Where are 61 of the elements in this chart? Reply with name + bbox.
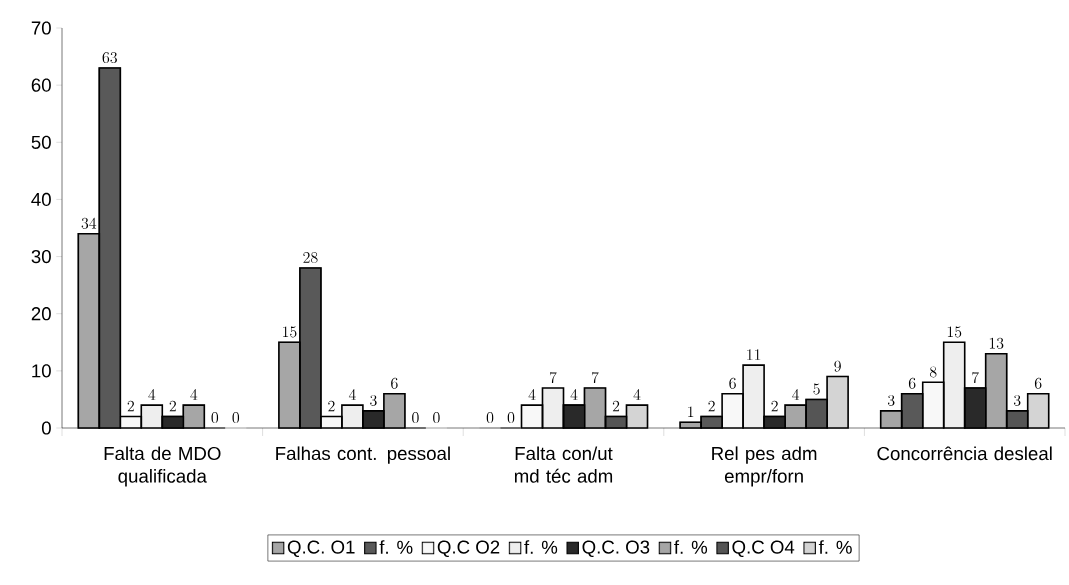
x-tick-label: Falta con/ut md téc adm (514, 446, 613, 483)
data-label: 15 (283, 326, 297, 338)
data-label: 0 (433, 412, 440, 424)
legend-label: Q.C O4 (732, 540, 795, 558)
y-tick-label: 50 (31, 135, 51, 149)
legend-label: Q.C. O3 (582, 540, 650, 558)
legend-label: f. % (818, 540, 852, 554)
data-label: 1 (688, 406, 694, 418)
y-tick-label: 40 (31, 192, 51, 207)
data-label: 4 (148, 389, 156, 400)
data-label: 3 (887, 394, 895, 406)
x-tick-label: Falhas cont. pessoal (276, 446, 450, 464)
data-label: 3 (370, 394, 377, 406)
data-label: 2 (127, 400, 134, 412)
y-tick-label: 10 (32, 364, 51, 378)
y-tick-label: 30 (31, 249, 51, 264)
legend-label: f. % (674, 540, 708, 554)
data-label: 3 (1013, 394, 1021, 406)
data-label: 9 (834, 360, 841, 372)
data-label: 2 (328, 400, 335, 412)
data-label: 6 (908, 377, 916, 389)
data-label: 0 (486, 412, 494, 424)
data-label: 4 (570, 389, 578, 400)
data-label: 13 (989, 337, 1004, 349)
data-label: 4 (633, 389, 641, 400)
data-label: 6 (1034, 377, 1042, 389)
data-label: 6 (729, 377, 736, 389)
x-tick-label: Concorrência desleal (877, 446, 1052, 461)
x-tick-label: Falta de MDO qualificada (104, 446, 221, 487)
legend-label: f. % (524, 540, 558, 554)
data-label: 0 (412, 412, 419, 424)
data-label: 2 (612, 400, 620, 412)
data-label: 28 (303, 252, 318, 264)
legend-label: Q.C O2 (437, 540, 500, 558)
data-label: 4 (190, 389, 198, 400)
legend-label: f. % (379, 540, 413, 554)
data-label: 34 (81, 217, 97, 229)
y-tick-label: 70 (31, 21, 51, 35)
data-label: 2 (708, 400, 715, 412)
data-label: 11 (747, 349, 761, 360)
data-label: 4 (528, 389, 536, 400)
data-label: 8 (929, 366, 937, 378)
data-label: 2 (169, 400, 176, 412)
x-tick-label: Rel pes adm empr/forn (712, 446, 817, 487)
data-label: 0 (507, 412, 515, 424)
data-label: 4 (792, 389, 800, 400)
data-label: 6 (391, 377, 398, 389)
data-label: 2 (771, 400, 778, 412)
data-label: 63 (102, 52, 117, 64)
data-label: 7 (549, 371, 557, 384)
data-label: 15 (947, 326, 962, 338)
data-label: 4 (348, 389, 356, 400)
y-tick-label: 0 (41, 421, 51, 435)
data-label: 7 (591, 371, 599, 384)
data-label: 5 (813, 383, 820, 395)
y-tick-label: 20 (31, 307, 51, 321)
legend-label: Q.C. O1 (287, 540, 355, 558)
y-tick-label: 60 (31, 78, 51, 92)
data-label: 0 (211, 412, 219, 424)
data-label: 0 (232, 412, 240, 424)
data-label: 7 (972, 371, 979, 384)
